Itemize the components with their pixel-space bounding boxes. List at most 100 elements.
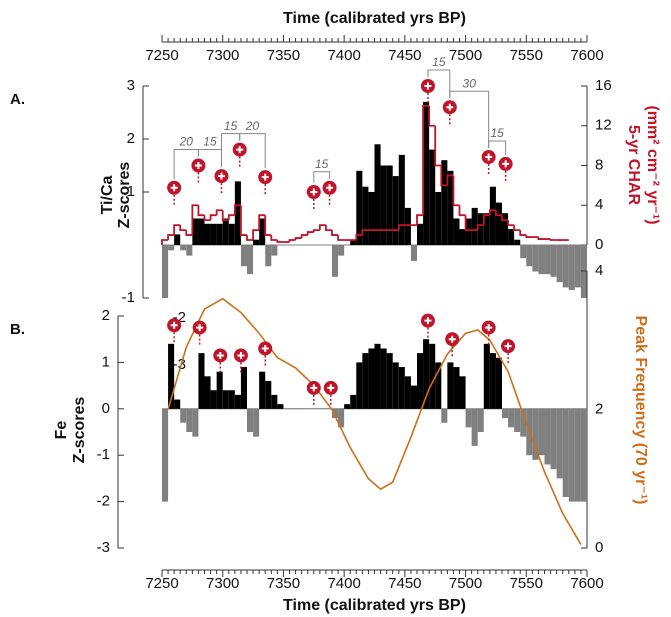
bar (574, 245, 581, 288)
step-line (428, 105, 436, 127)
bar (477, 408, 484, 432)
y2-tick-label: 4 (595, 196, 603, 213)
step-line (355, 234, 363, 241)
step-line (221, 210, 229, 222)
y-tick-label: -3 (97, 539, 110, 556)
bar (265, 245, 272, 267)
y-tick-label: 0 (102, 400, 110, 417)
step-line (537, 237, 545, 240)
bar (423, 101, 430, 246)
step-line (507, 220, 515, 227)
x-tick-label: 7550 (510, 47, 543, 64)
bar (568, 245, 575, 291)
bar (386, 353, 393, 409)
bar (362, 186, 369, 245)
y-axis-title: Fe (53, 421, 70, 440)
bar (562, 408, 569, 497)
event-plus (170, 321, 178, 329)
bar (562, 245, 569, 288)
bar (204, 223, 211, 245)
step-line (476, 224, 484, 231)
bar (429, 149, 436, 245)
bar (441, 408, 448, 423)
x-tick-label: 7450 (388, 575, 421, 592)
bar (216, 371, 223, 409)
bar (240, 367, 247, 409)
bar (538, 245, 545, 275)
step-line (252, 229, 260, 241)
bar (247, 408, 254, 432)
bar (210, 390, 217, 409)
step-line (167, 234, 175, 241)
interval-label: 20 (245, 119, 260, 133)
x-tick-label: 7400 (327, 47, 360, 64)
y2-axis-title: (mm² cm⁻² yr⁻¹) (644, 105, 661, 224)
bar (186, 408, 193, 432)
event-plus (327, 384, 335, 392)
bar (502, 213, 509, 245)
bar (332, 408, 339, 419)
bar (192, 218, 199, 245)
y2-tick-label: 16 (595, 77, 612, 94)
bar (550, 245, 557, 277)
bar (234, 394, 241, 409)
x-tick-label: 7600 (570, 575, 603, 592)
x-axis-title: Time (calibrated yrs BP) (283, 10, 466, 27)
bar (447, 170, 454, 245)
event-plus (424, 317, 432, 325)
bar (429, 343, 436, 409)
interval-label: 15 (203, 135, 217, 149)
bar (392, 176, 399, 245)
x-axis-title: Time (calibrated yrs BP) (283, 597, 466, 614)
event-plus (448, 335, 456, 343)
step-line (549, 239, 557, 241)
bar (508, 408, 515, 428)
x-tick-label: 7250 (145, 47, 178, 64)
step-line (288, 239, 296, 243)
bar (465, 408, 472, 428)
bar (495, 202, 502, 245)
bar (453, 218, 460, 245)
y2-tick-label: 8 (595, 156, 603, 173)
step-line (422, 104, 430, 216)
y-tick-label: 1 (127, 183, 135, 200)
bar (174, 234, 181, 245)
y2-tick-label: 2 (595, 400, 603, 417)
bar (568, 408, 575, 502)
x-tick-label: 7400 (327, 575, 360, 592)
bar (514, 408, 521, 432)
bar (247, 245, 254, 275)
bar (398, 367, 405, 409)
bar (532, 245, 539, 272)
bar (392, 362, 399, 409)
interval-label: 15 (224, 119, 238, 133)
y2-tick-label: 4 (595, 262, 603, 279)
step-line (337, 235, 345, 241)
interval-bracket (449, 90, 490, 149)
x-tick-label: 7450 (388, 47, 421, 64)
bar (410, 385, 417, 409)
y-tick-label: 2 (127, 130, 135, 147)
event-plus (170, 184, 178, 192)
interval-bracket (239, 133, 266, 169)
bar (435, 362, 442, 409)
x-tick-label: 7500 (449, 575, 482, 592)
bar (162, 408, 169, 502)
bar (332, 245, 339, 277)
bar (580, 408, 587, 502)
bar (338, 245, 345, 256)
step-line (246, 235, 254, 241)
bar (186, 245, 193, 256)
event-plus (310, 384, 318, 392)
bar (386, 165, 393, 245)
event-plus (310, 188, 318, 196)
bar (198, 218, 205, 245)
y2-axis-title: Peak Frequency (70 yr⁻¹) (632, 316, 649, 505)
bar (556, 245, 563, 283)
bar (350, 394, 357, 409)
bar (253, 408, 260, 437)
bar (459, 376, 466, 409)
step-line (161, 239, 169, 245)
step-line (197, 205, 205, 217)
event-plus (485, 153, 493, 161)
